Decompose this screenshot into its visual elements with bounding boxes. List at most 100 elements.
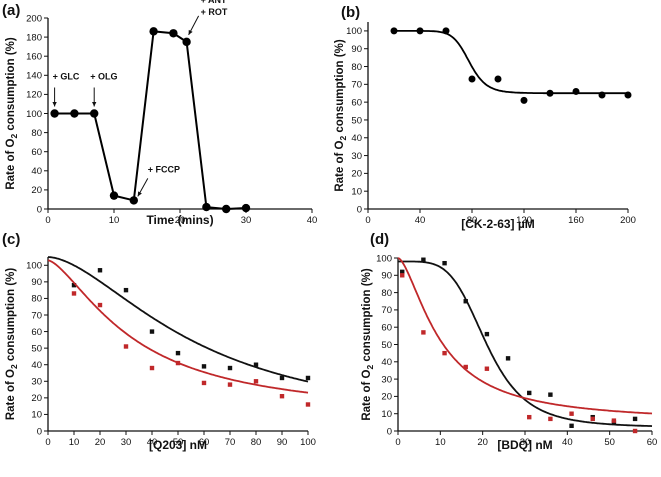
data-point — [569, 411, 574, 416]
fit-curve — [398, 260, 653, 427]
y-tick-label: 0 — [357, 204, 362, 215]
y-tick-label: 10 — [351, 186, 362, 197]
y-tick-label: 60 — [31, 147, 42, 158]
data-point — [175, 350, 181, 356]
x-tick-label: 0 — [45, 215, 50, 226]
y-tick-label: 90 — [351, 44, 362, 55]
data-point — [149, 329, 155, 334]
x-tick-label: 50 — [173, 437, 184, 448]
data-point — [494, 75, 502, 83]
data-point — [109, 191, 119, 200]
annotation-arrowhead — [137, 191, 142, 197]
y-tick-label: 100 — [346, 26, 362, 37]
data-point — [421, 330, 426, 335]
annotation-label: + ANT — [201, 0, 227, 5]
data-point — [569, 423, 574, 429]
x-tick-label: 20 — [95, 437, 106, 448]
data-point — [548, 416, 553, 422]
data-point — [50, 109, 59, 118]
data-point — [227, 382, 233, 387]
x-tick-label: 30 — [520, 437, 531, 448]
series-ck-2-63 — [390, 27, 632, 104]
x-tick-label: 60 — [199, 437, 210, 448]
annotation-arrowhead — [188, 29, 193, 35]
panel-b: 0 10 20 30 40 50 60 70 80 90 100 0 40 80 120 160 200 [CK-… — [334, 4, 636, 231]
x-tick-label: 40 — [307, 215, 318, 226]
data-point — [400, 269, 405, 275]
data-point — [175, 360, 181, 366]
x-tick-label: 80 — [467, 215, 478, 226]
y-tick-label: 40 — [381, 357, 392, 368]
data-point — [546, 89, 554, 97]
y-tick-label: 70 — [351, 80, 362, 91]
data-point — [305, 402, 311, 407]
fit-curve — [394, 29, 628, 95]
y-tick-label: 80 — [351, 62, 362, 73]
data-point — [129, 196, 138, 205]
y-tick-label: 40 — [31, 166, 42, 177]
x-tick-label: 40 — [415, 215, 426, 226]
data-point — [201, 380, 207, 386]
y-axis-title: Rate of O2 consumption (%) — [5, 268, 19, 420]
y-tick-label: 80 — [381, 288, 392, 299]
data-point — [201, 364, 207, 369]
data-point — [71, 282, 77, 288]
data-point — [442, 27, 450, 35]
y-tick-label: 30 — [31, 377, 42, 388]
data-point — [71, 291, 77, 296]
annotation-arrowhead — [52, 101, 57, 107]
y-tick-label: 60 — [31, 327, 42, 338]
panel-label: (c) — [2, 231, 20, 248]
y-tick-label: 60 — [381, 323, 392, 334]
data-point — [527, 414, 532, 420]
data-point — [279, 375, 285, 381]
data-point — [169, 29, 178, 38]
data-point — [505, 356, 511, 361]
y-tick-label: 0 — [37, 426, 42, 437]
data-point — [90, 109, 99, 118]
y-tick-label: 20 — [31, 393, 42, 404]
series-o2-consumption — [50, 27, 251, 214]
annotation-label: + GLC — [53, 72, 80, 82]
y-tick-label: 90 — [381, 271, 392, 282]
y-tick-label: 200 — [26, 13, 42, 24]
y-tick-label: 30 — [351, 151, 362, 162]
x-tick-label: 40 — [147, 437, 158, 448]
data-point — [202, 202, 211, 212]
data-point — [624, 91, 632, 99]
y-tick-label: 160 — [26, 52, 42, 63]
x-tick-label: 80 — [251, 437, 262, 448]
series-black — [47, 256, 311, 383]
x-axis-title: [CK-2-63] µM — [461, 217, 535, 231]
x-axis-title: [BDQ] nM — [497, 438, 552, 452]
x-tick-label: 60 — [647, 437, 658, 448]
y-tick-label: 100 — [26, 109, 42, 120]
data-point — [442, 350, 447, 356]
data-point — [97, 268, 103, 273]
y-tick-label: 50 — [31, 343, 42, 354]
x-axis-title: Time (mins) — [146, 213, 213, 227]
y-tick-label: 100 — [376, 253, 392, 264]
data-point — [527, 390, 532, 396]
fit-curve — [47, 259, 309, 394]
data-point — [421, 257, 426, 262]
data-point — [611, 418, 617, 423]
x-tick-label: 40 — [562, 437, 573, 448]
y-tick-label: 180 — [26, 32, 42, 43]
series-black — [398, 257, 653, 429]
data-point — [400, 273, 405, 278]
y-tick-label: 0 — [37, 204, 42, 215]
data-point — [590, 416, 595, 422]
x-tick-label: 90 — [277, 437, 288, 448]
y-tick-label: 50 — [351, 115, 362, 126]
y-tick-label: 40 — [351, 133, 362, 144]
data-point — [222, 204, 231, 214]
data-point — [468, 75, 476, 83]
x-tick-label: 10 — [69, 437, 80, 448]
data-point — [253, 362, 259, 367]
x-tick-label: 160 — [568, 215, 584, 226]
y-tick-label: 80 — [31, 128, 42, 139]
y-tick-label: 90 — [31, 277, 42, 288]
y-tick-label: 80 — [31, 294, 42, 305]
